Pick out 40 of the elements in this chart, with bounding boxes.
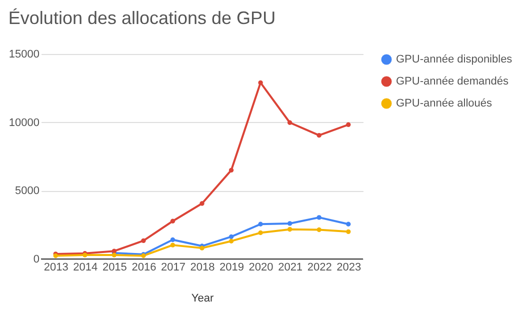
point — [346, 229, 351, 234]
point — [141, 238, 146, 244]
point — [316, 215, 322, 220]
x-tick-label: 2017 — [160, 262, 186, 274]
x-tick-label: 2013 — [44, 262, 68, 274]
point — [258, 230, 263, 236]
point — [287, 221, 292, 226]
y-tick-label: 10000 — [8, 116, 40, 129]
point — [170, 218, 176, 224]
legend-label: GPU-année alloués — [396, 98, 493, 110]
point — [170, 242, 176, 248]
point — [228, 168, 234, 173]
point — [170, 237, 176, 242]
legend-label: GPU-année demandés — [396, 76, 510, 88]
point — [316, 132, 322, 138]
x-tick-label: 2016 — [132, 262, 156, 274]
x-tick-label: 2014 — [73, 262, 98, 274]
y-tick-label: 0 — [33, 254, 40, 266]
point — [228, 234, 234, 240]
point — [346, 222, 351, 226]
x-axis-title: Year — [191, 292, 214, 304]
chart-title: Évolution des allocations de GPU — [8, 8, 276, 28]
x-tick-label: 2015 — [102, 262, 127, 274]
point — [287, 120, 292, 125]
point — [258, 80, 263, 86]
point — [346, 122, 351, 127]
point — [258, 222, 263, 226]
point — [228, 238, 234, 244]
x-tick-label: 2021 — [278, 262, 303, 274]
legend-label: GPU-année disponibles — [396, 54, 513, 66]
y-tick-label: 5000 — [15, 185, 40, 198]
x-tick-label: 2018 — [190, 262, 215, 274]
point — [316, 227, 322, 232]
x-tick-label: 2023 — [336, 262, 362, 274]
x-tick-label: 2019 — [220, 262, 244, 274]
point — [200, 201, 204, 206]
point — [287, 227, 292, 232]
x-tick-label: 2022 — [307, 262, 332, 274]
y-tick-label: 15000 — [8, 48, 40, 60]
x-tick-label: 2020 — [248, 262, 274, 274]
